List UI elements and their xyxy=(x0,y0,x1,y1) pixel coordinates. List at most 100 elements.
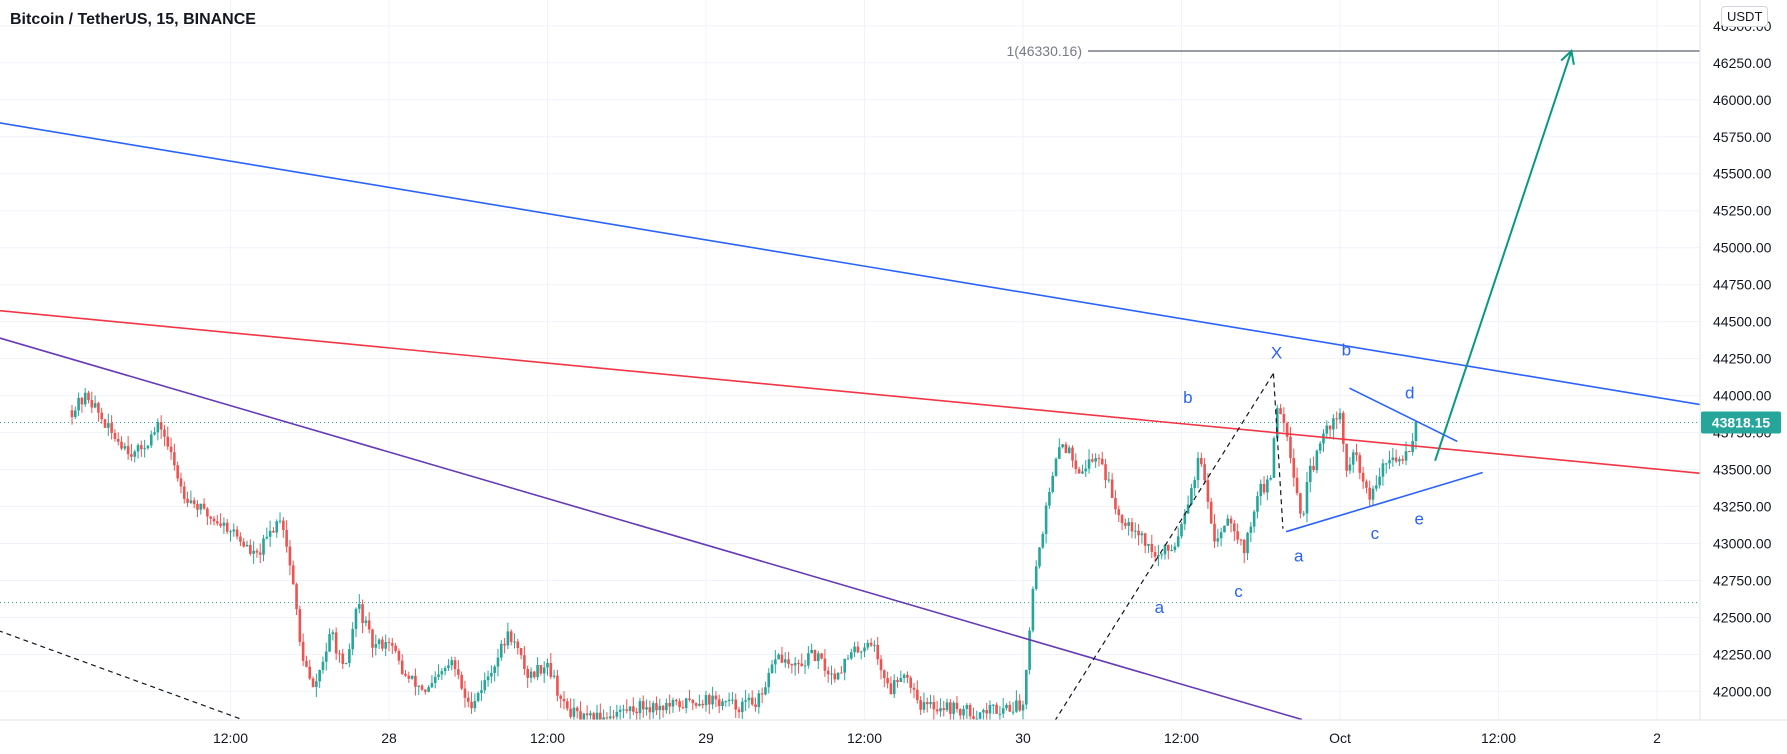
candle-body xyxy=(1345,443,1348,471)
wave-label-c-3: c xyxy=(1234,582,1243,601)
candle-body xyxy=(684,698,688,709)
candle-body xyxy=(939,708,942,712)
candle-body xyxy=(1223,525,1226,533)
candle-body xyxy=(635,711,638,714)
candle-body xyxy=(661,705,665,711)
candle-body xyxy=(866,642,870,648)
candle-body xyxy=(1107,479,1111,481)
candle-body xyxy=(641,701,645,710)
candle-body xyxy=(1183,513,1187,524)
candle-body xyxy=(896,680,899,682)
candle-body xyxy=(985,710,988,714)
candle-body xyxy=(1381,463,1385,477)
candle-body xyxy=(1401,459,1405,461)
price-tick-label: 45000.00 xyxy=(1713,240,1772,256)
candle-body xyxy=(526,668,529,678)
x-to-a-dashed-line[interactable] xyxy=(1272,373,1284,529)
price-tick-label: 43500.00 xyxy=(1713,462,1772,478)
triangle-lower-line[interactable] xyxy=(1285,471,1483,533)
candle-body xyxy=(1279,408,1282,415)
candle-body xyxy=(1166,544,1170,551)
candle-body xyxy=(741,701,744,713)
candle-body xyxy=(585,713,589,716)
candle-body xyxy=(110,423,113,434)
price-tick-label: 45250.00 xyxy=(1713,203,1772,219)
candle-body xyxy=(1054,458,1058,476)
price-tick-label: 45500.00 xyxy=(1713,166,1772,182)
candle-body xyxy=(255,550,259,553)
purple-trendline-line[interactable] xyxy=(0,313,1303,721)
candle-body xyxy=(1087,459,1091,469)
candle-body xyxy=(90,400,94,408)
candle-body xyxy=(1338,412,1342,420)
candle-body xyxy=(595,712,599,723)
candle-body xyxy=(447,665,450,669)
candle-body xyxy=(592,713,596,723)
drawings[interactable]: 1(46330.16) xyxy=(0,14,1787,722)
candle-body xyxy=(1322,433,1325,444)
candle-body xyxy=(691,699,695,704)
candle-body xyxy=(1190,488,1193,505)
candle-body xyxy=(747,697,751,701)
candle-body xyxy=(1239,539,1243,541)
wave-dashed-line[interactable] xyxy=(1054,373,1274,722)
candle-body xyxy=(562,698,566,702)
candle-body xyxy=(655,703,658,711)
candle-body xyxy=(859,651,863,653)
candle-body xyxy=(945,702,949,711)
candle-body xyxy=(1028,630,1031,670)
candle-body xyxy=(982,710,985,713)
candle-body xyxy=(315,681,318,687)
candle-body xyxy=(371,629,374,648)
price-tick-label: 44750.00 xyxy=(1713,277,1772,293)
candle-body xyxy=(149,434,153,446)
candle-body xyxy=(470,701,473,709)
candle-body xyxy=(430,683,434,688)
candle-body xyxy=(949,702,952,714)
candle-body xyxy=(1094,458,1097,462)
candle-body xyxy=(427,687,430,692)
candle-body xyxy=(1371,488,1375,500)
blue-resistance-line[interactable] xyxy=(0,109,1787,482)
candle-body xyxy=(235,529,239,537)
candle-body xyxy=(879,659,883,671)
candle-body xyxy=(912,687,916,690)
candle-body xyxy=(678,701,681,708)
projection-arrow-line[interactable] xyxy=(1434,50,1573,461)
time-tick-label: 2 xyxy=(1653,730,1661,746)
candle-body xyxy=(701,703,704,706)
red-trendline-line[interactable] xyxy=(0,302,1787,485)
candle-body xyxy=(486,676,490,681)
candle-body xyxy=(215,521,219,524)
candle-body xyxy=(338,653,341,655)
candle-body xyxy=(107,423,110,428)
candle-body xyxy=(120,441,123,449)
candle-body xyxy=(285,530,288,547)
candle-body xyxy=(1365,481,1368,488)
candle-body xyxy=(651,703,655,713)
candle-body xyxy=(714,695,718,700)
price-axis[interactable]: 41750.0042000.0042250.0042500.0042750.00… xyxy=(1699,0,1787,754)
candle-body xyxy=(258,552,262,555)
candle-body xyxy=(807,653,810,666)
candle-body xyxy=(354,608,358,630)
candle-body xyxy=(1252,511,1256,527)
candle-body xyxy=(169,446,173,453)
candle-body xyxy=(1332,418,1335,430)
candle-body xyxy=(579,711,582,721)
candle-body xyxy=(648,707,652,713)
candle-body xyxy=(892,680,896,695)
candle-body xyxy=(1038,547,1041,567)
current-price-tag[interactable] xyxy=(1701,411,1781,434)
candle-body xyxy=(291,565,295,585)
candle-body xyxy=(1219,532,1223,539)
candle-body xyxy=(958,709,962,716)
time-tick-label: 12:00 xyxy=(847,730,882,746)
triangle-upper-line[interactable] xyxy=(1349,387,1458,443)
candle-body xyxy=(1289,436,1292,458)
currency-button[interactable]: USDT xyxy=(1721,6,1769,27)
time-tick-label: Oct xyxy=(1329,730,1351,746)
candle-body xyxy=(123,446,127,449)
